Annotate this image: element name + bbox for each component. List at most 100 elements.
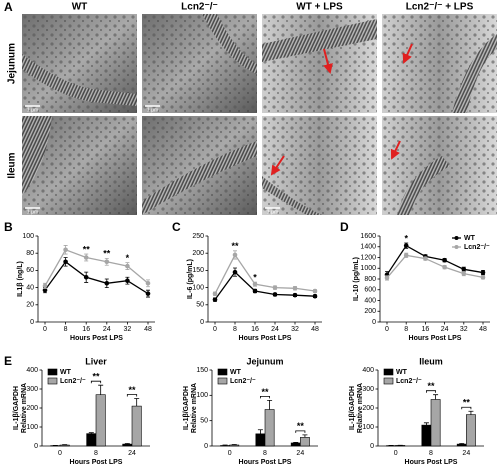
image-texture	[142, 14, 257, 113]
y-tick-label: 100	[196, 392, 208, 399]
point	[480, 275, 486, 280]
arrow	[390, 140, 401, 160]
y-tick-label: 200	[362, 405, 374, 412]
y-tick-label: 50	[200, 418, 208, 425]
x-tick-label: 8	[429, 450, 433, 457]
x-tick-label: 48	[144, 326, 152, 333]
point	[145, 281, 151, 286]
arrow	[402, 43, 413, 64]
error-bar	[267, 400, 273, 410]
scale-label: 1 μm	[147, 107, 158, 113]
x-tick-label: 24	[462, 450, 470, 457]
significance: **	[83, 244, 91, 254]
x-tick-label: 48	[311, 326, 319, 333]
significance-bracket	[260, 396, 270, 399]
scale-label: 1 μm	[267, 209, 278, 215]
micrograph	[142, 116, 257, 215]
legend-label: Lcn2⁻/⁻	[230, 378, 256, 385]
point	[442, 264, 447, 270]
y-tick-label: 0	[372, 319, 376, 326]
y-tick-label: 150	[196, 367, 208, 374]
y-axis-label: IL-1β/GAPDH	[13, 386, 20, 430]
y-axis-label: IL-6 (pg/mL)	[187, 259, 194, 299]
y-axis-label: IL-1β/GAPDH	[349, 386, 356, 430]
legend-swatch	[47, 368, 58, 376]
error-bar	[468, 410, 474, 415]
legend-swatch	[217, 377, 228, 385]
microvilli	[142, 141, 257, 215]
y-tick-label: 20	[26, 302, 34, 309]
micrograph: 1 μm	[22, 14, 137, 113]
microvilli	[397, 156, 450, 215]
error-bar	[257, 429, 263, 434]
point	[272, 285, 278, 290]
bar	[300, 437, 310, 447]
x-tick-label: 32	[460, 326, 468, 333]
panel-label: E	[4, 354, 12, 368]
y-tick-label: 0	[204, 443, 208, 450]
x-tick-label: 0	[43, 326, 47, 333]
y-tick-label: 300	[362, 386, 374, 393]
microvilli	[192, 14, 257, 74]
significance: **	[297, 421, 305, 431]
x-axis-label: Hours Post LPS	[70, 459, 123, 465]
legend-swatch	[383, 377, 394, 385]
x-tick-label: 32	[291, 326, 299, 333]
significance: *	[253, 272, 257, 282]
bar	[220, 445, 230, 447]
legend-label: Lcn2⁻/⁻	[60, 378, 86, 385]
significance: **	[231, 241, 239, 251]
y-tick-label: 250	[192, 233, 204, 240]
row-label: Jejunum	[7, 43, 18, 84]
point	[292, 292, 298, 298]
point	[232, 269, 238, 275]
series-line	[386, 254, 484, 279]
point	[252, 288, 258, 294]
y-tick-label: 1200	[360, 254, 376, 261]
x-tick-label: 8	[94, 450, 98, 457]
microvilli	[262, 19, 377, 62]
y-axis-label: IL-10 (pg/mL)	[353, 257, 360, 301]
x-tick-label: 24	[103, 326, 111, 333]
significance: *	[126, 253, 130, 263]
bar	[255, 433, 266, 447]
point	[423, 256, 428, 261]
point	[461, 271, 467, 276]
x-axis-label: Hours Post LPS	[409, 335, 462, 342]
y-tick-label: 400	[26, 367, 38, 374]
significance-bracket	[295, 430, 306, 433]
y-tick-label: 50	[196, 302, 204, 309]
x-axis-label: Hours Post LPS	[70, 335, 123, 342]
y-tick-label: 40	[26, 284, 34, 291]
x-tick-label: 8	[404, 326, 408, 333]
legend-swatch	[217, 368, 228, 376]
y-axis-label: IL1β (ng/L)	[17, 261, 24, 297]
y-axis-label: Relative mRNA	[191, 383, 198, 433]
bar	[456, 443, 467, 447]
y-tick-label: 100	[362, 424, 374, 431]
micrograph: 1 μm	[22, 116, 137, 215]
point	[42, 287, 48, 293]
panel-label: C	[172, 220, 181, 234]
y-tick-label: 100	[26, 424, 38, 431]
significance-bracket	[426, 390, 436, 393]
micrograph: 1 μm	[142, 14, 257, 113]
point	[384, 275, 390, 281]
x-tick-label: 0	[385, 326, 389, 333]
point	[312, 288, 318, 294]
significance: *	[404, 233, 408, 243]
point	[104, 281, 110, 286]
significance: **	[92, 372, 100, 382]
legend-marker	[454, 236, 459, 240]
significance: **	[103, 249, 111, 259]
legend-marker	[454, 245, 459, 249]
point	[272, 292, 278, 297]
x-tick-label: 8	[64, 326, 68, 333]
point	[145, 291, 151, 296]
x-tick-label: 16	[251, 326, 259, 333]
y-axis-label: Relative mRNA	[21, 383, 28, 433]
x-tick-label: 48	[479, 326, 487, 333]
series-line	[386, 244, 484, 276]
x-tick-label: 0	[228, 450, 232, 457]
bar	[229, 444, 240, 447]
